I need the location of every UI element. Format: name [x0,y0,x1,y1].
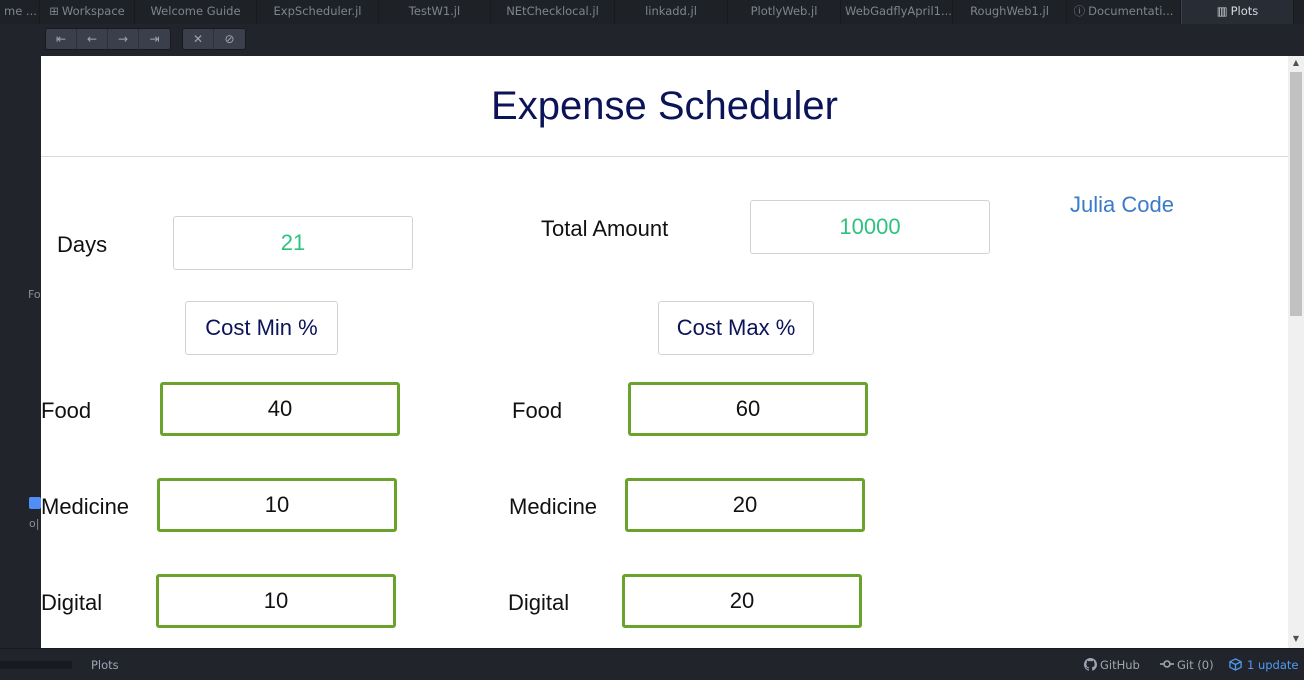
navigation-group: ⇤ ← → ⇥ [45,28,171,50]
previous-plot-icon[interactable]: ← [77,29,108,49]
git-commit-icon [1160,660,1174,668]
tab-bar: me ... ⊞ Workspace Welcome Guide ExpSched… [0,0,1304,24]
tab-label: me ... [4,4,37,18]
git-label: Git (0) [1177,658,1214,672]
scroll-down-icon[interactable]: ▼ [1292,634,1300,643]
days-input[interactable]: 21 [173,216,413,270]
checkbox-icon[interactable] [29,497,41,509]
page-title: Expense Scheduler [491,84,838,128]
food-min-label: Food [41,398,92,423]
tab-label: TestW1.jl [408,4,461,18]
action-group: ✕ ⊘ [182,28,246,50]
tab-label: WebGadflyApril1... [845,4,952,18]
julia-code-link[interactable]: Julia Code [1070,192,1174,217]
workspace-icon: ⊞ [49,4,59,18]
digital-min-label: Digital [41,590,103,615]
close-icon[interactable]: ✕ [183,29,214,49]
scroll-up-icon[interactable]: ▲ [1292,58,1300,67]
tab-label: NEtChecklocal.jl [506,4,599,18]
tab-label: ExpScheduler.jl [273,4,362,18]
tab-netchecklocal[interactable]: NEtChecklocal.jl [491,0,615,24]
tab-label: PlotlyWeb.jl [750,4,818,18]
tab-plotlyweb[interactable]: PlotlyWeb.jl [728,0,841,24]
status-update[interactable]: 1 update [1229,658,1299,672]
plot-toolbar: ⇤ ← → ⇥ ✕ ⊘ [41,24,1304,56]
app-header: Expense Scheduler [41,56,1288,157]
tab-testw1[interactable]: TestW1.jl [379,0,491,24]
digital-max-label: Digital [508,590,570,615]
tab-label: linkadd.jl [645,4,697,18]
tab-label: Workspace [61,4,125,18]
clear-icon[interactable]: ⊘ [214,29,245,49]
next-plot-icon[interactable]: → [108,29,139,49]
tab-label: Plots [1230,4,1259,18]
info-icon: ⓘ [1073,4,1086,18]
scroll-thumb[interactable] [1290,72,1302,316]
total-amount-input[interactable]: 10000 [750,200,990,254]
food-min-input[interactable]: 40 [160,382,400,436]
medicine-max-input[interactable]: 20 [625,478,865,532]
update-label: 1 update [1247,658,1299,672]
last-plot-icon[interactable]: ⇥ [139,29,170,49]
tab-workspace[interactable]: ⊞ Workspace [40,0,135,24]
package-icon [1229,658,1242,671]
tab-documentation[interactable]: ⓘ Documentati... [1067,0,1181,24]
medicine-min-input[interactable]: 10 [157,478,397,532]
tab-welcome-guide[interactable]: Welcome Guide [135,0,257,24]
days-label: Days [57,232,108,257]
first-plot-icon[interactable]: ⇤ [46,29,77,49]
digital-min-input[interactable]: 10 [156,574,396,628]
digital-max-input[interactable]: 20 [622,574,862,628]
status-progress-track [0,661,72,669]
gutter-text: o| [29,517,40,530]
status-git[interactable]: Git (0) [1160,658,1214,672]
tab-expscheduler[interactable]: ExpScheduler.jl [257,0,379,24]
gutter-text: Fo [28,288,41,301]
tab-linkadd[interactable]: linkadd.jl [615,0,728,24]
status-github[interactable]: GitHub [1084,658,1140,672]
tab-label: Welcome Guide [150,4,241,18]
cost-min-header: Cost Min % [185,301,338,355]
github-icon [1084,658,1097,671]
food-max-input[interactable]: 60 [628,382,868,436]
tab-webgadfly[interactable]: WebGadflyApril1... [841,0,953,24]
left-panel: Fo o| [0,24,41,648]
food-max-label: Food [512,398,563,423]
tab-roughweb1[interactable]: RoughWeb1.jl [953,0,1067,24]
cost-max-header: Cost Max % [658,301,814,355]
tab-label: RoughWeb1.jl [970,4,1049,18]
vertical-scrollbar[interactable]: ▲ ▼ [1288,56,1304,648]
bar-chart-icon: ▥ [1216,4,1228,18]
medicine-max-label: Medicine [509,494,598,519]
github-label: GitHub [1100,658,1140,672]
tab-prev[interactable]: me ... [0,0,40,24]
status-bar: Plots GitHub Git (0) 1 update [0,648,1304,680]
plot-pane: Expense Scheduler Days 21 Total Amount 1… [41,56,1288,648]
medicine-min-label: Medicine [41,494,130,519]
tab-label: Documentati... [1088,4,1174,18]
total-amount-label: Total Amount [541,216,669,241]
tab-plots[interactable]: ▥ Plots [1181,0,1294,24]
status-plots[interactable]: Plots [91,658,119,672]
